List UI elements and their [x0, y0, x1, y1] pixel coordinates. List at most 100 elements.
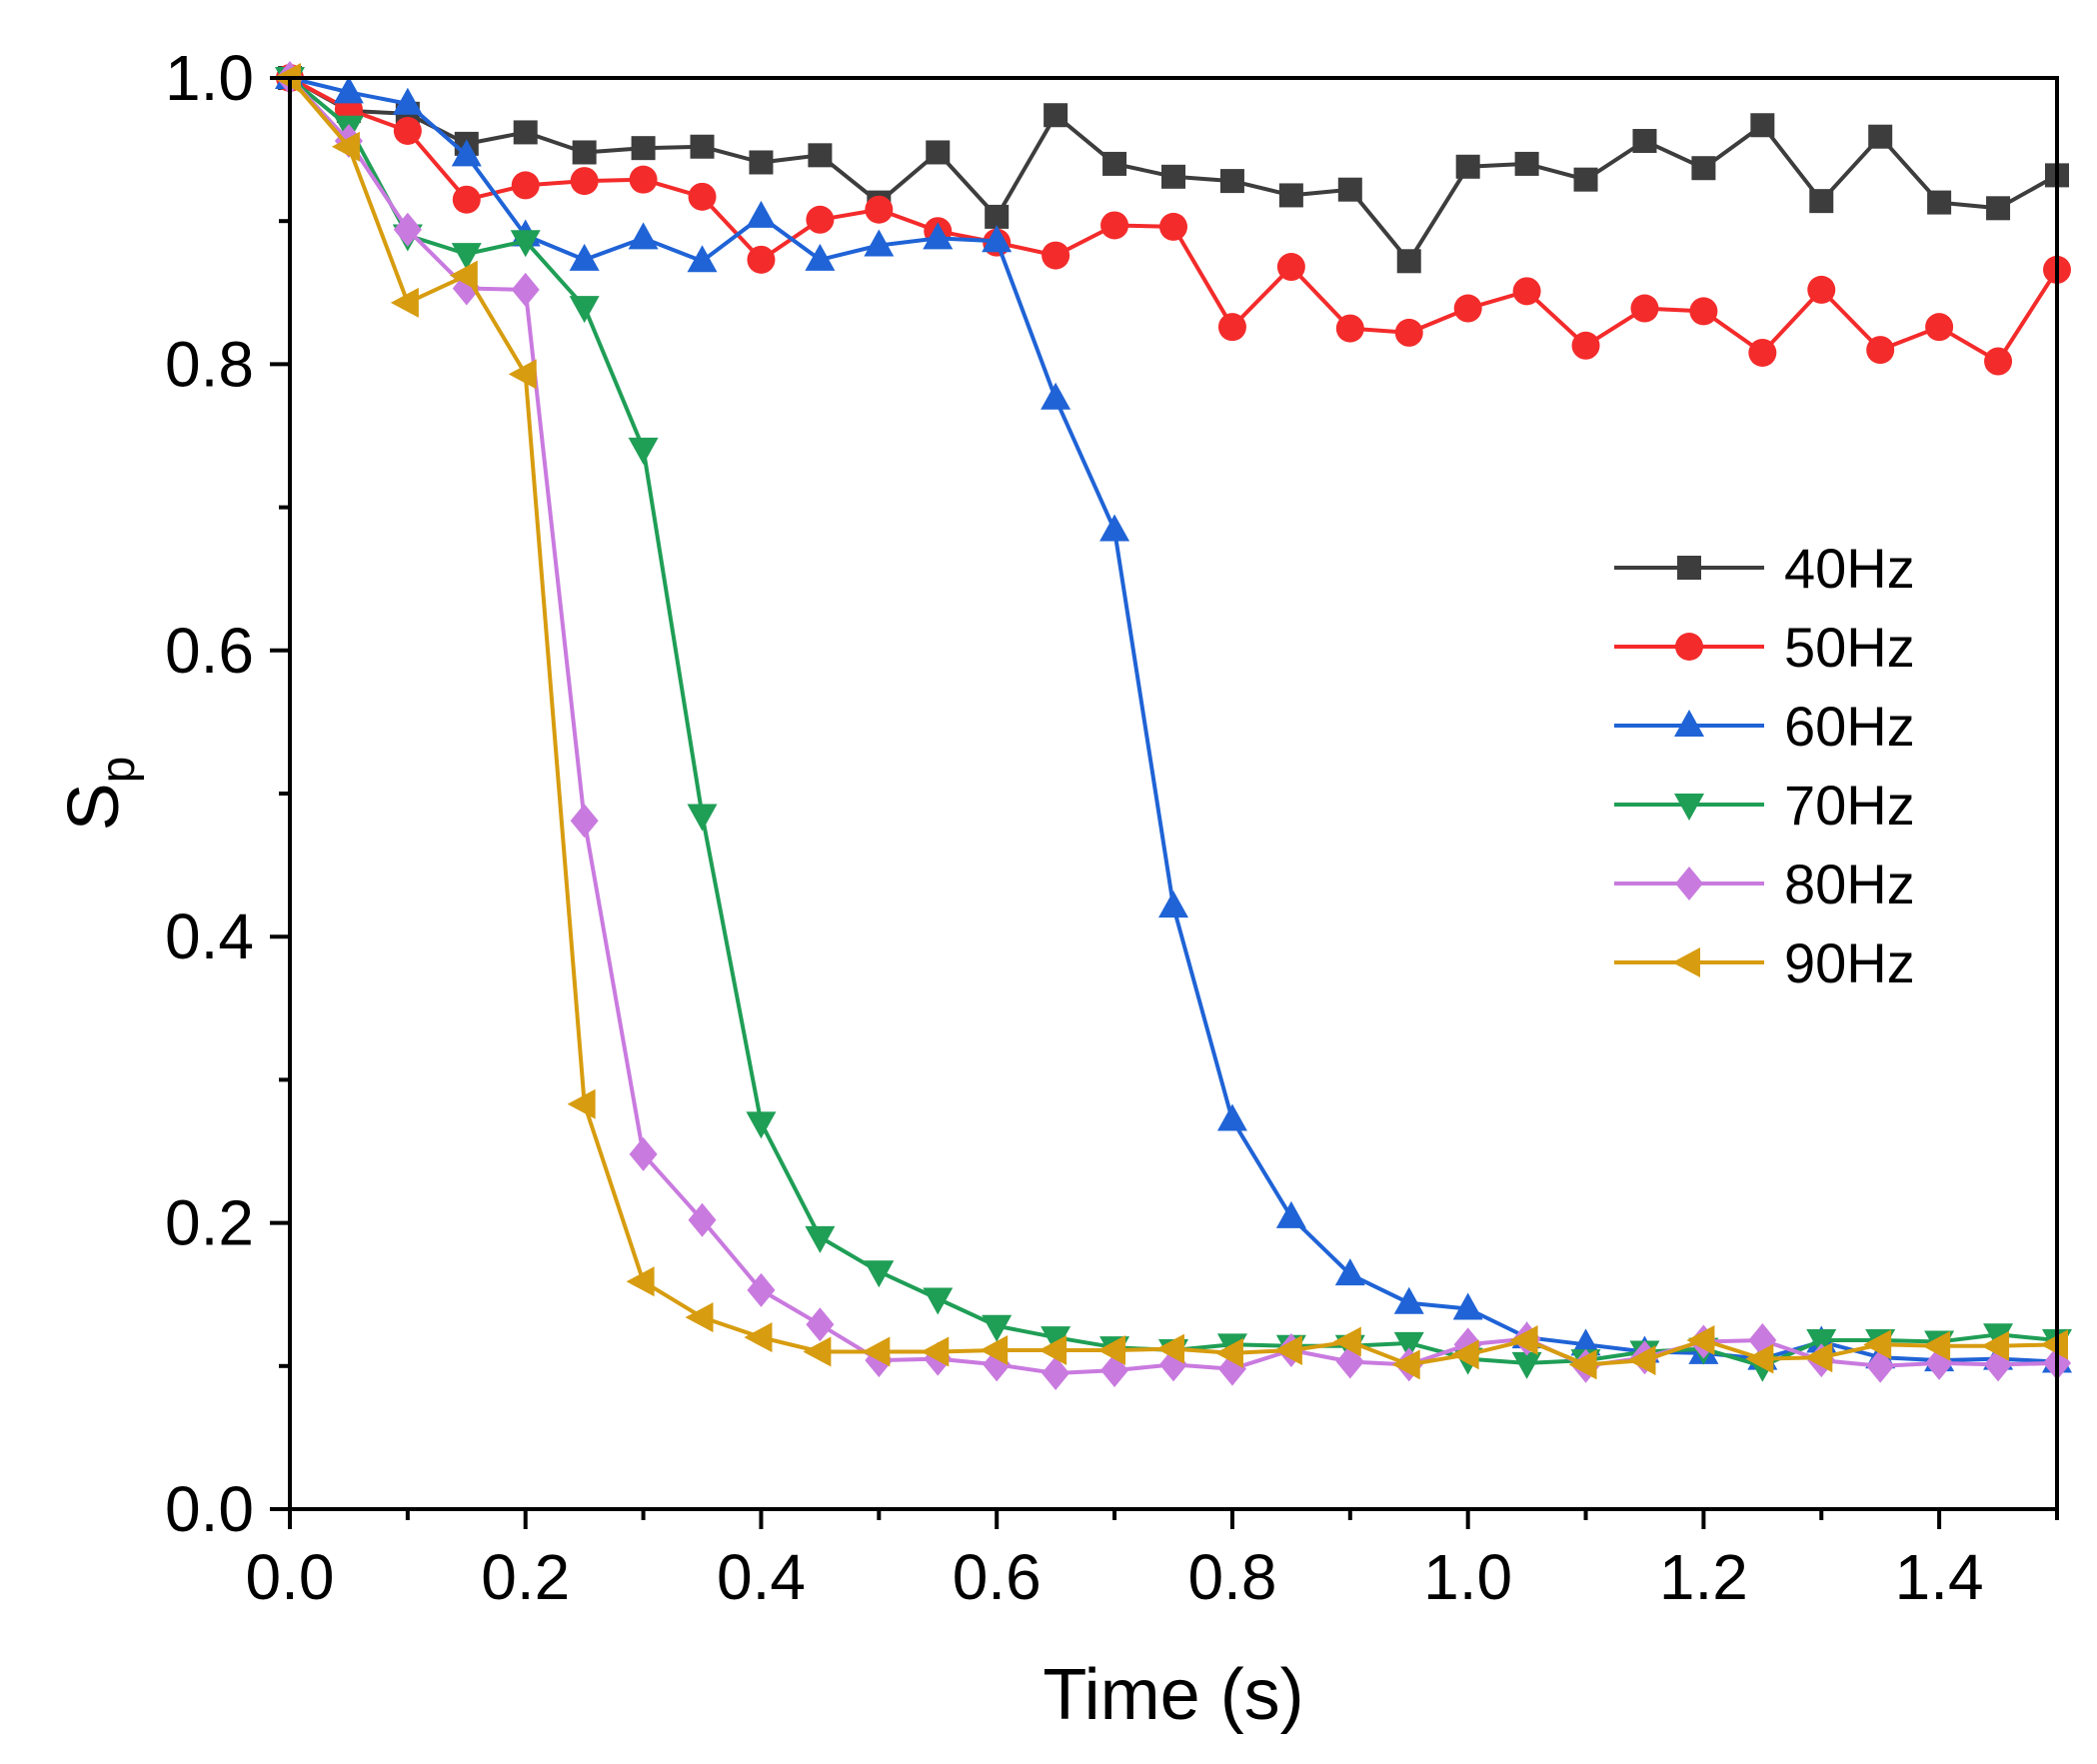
data-point-50Hz-16 [1217, 313, 1246, 342]
y-tick-label: 0.8 [165, 328, 254, 400]
data-point-50Hz-3 [452, 185, 481, 214]
data-point-80Hz-7 [688, 1202, 717, 1237]
data-point-70Hz-6 [628, 437, 659, 465]
data-point-70Hz-3 [451, 243, 482, 271]
data-point-40Hz-20 [1455, 154, 1480, 179]
series-50Hz [276, 64, 2071, 376]
legend-label: 80Hz [1784, 853, 1915, 915]
data-point-80Hz-9 [806, 1307, 835, 1342]
legend-swatch-marker [1675, 633, 1703, 661]
data-point-40Hz-22 [1573, 167, 1598, 192]
legend-item-40Hz: 40Hz [1614, 537, 1915, 600]
data-point-60Hz-7 [687, 245, 718, 273]
data-point-90Hz-13 [1039, 1335, 1067, 1366]
data-point-60Hz-16 [1216, 1103, 1247, 1131]
data-point-50Hz-10 [865, 195, 894, 224]
data-point-90Hz-21 [1509, 1325, 1538, 1356]
legend: 40Hz 50Hz 60Hz 70Hz 80Hz 90Hz [1614, 537, 1915, 994]
data-point-90Hz-22 [1568, 1349, 1597, 1380]
data-point-70Hz-12 [982, 1314, 1013, 1342]
data-point-70Hz-7 [687, 804, 718, 832]
data-point-60Hz-9 [805, 243, 836, 271]
data-point-80Hz-6 [629, 1136, 658, 1171]
data-point-90Hz-27 [1863, 1329, 1892, 1360]
data-point-40Hz-5 [572, 140, 597, 165]
data-point-90Hz-16 [1214, 1337, 1243, 1368]
data-point-90Hz-18 [1332, 1326, 1361, 1357]
data-point-40Hz-28 [1927, 190, 1952, 215]
data-point-60Hz-10 [864, 229, 895, 257]
legend-item-50Hz: 50Hz [1614, 616, 1915, 679]
data-point-40Hz-8 [749, 150, 774, 175]
x-tick-label: 1.2 [1659, 1541, 1748, 1613]
x-axis-title: Time (s) [1043, 1655, 1303, 1735]
data-point-90Hz-5 [567, 1088, 596, 1119]
legend-item-80Hz: 80Hz [1614, 853, 1915, 915]
data-point-40Hz-15 [1161, 164, 1185, 189]
data-point-40Hz-12 [985, 204, 1010, 229]
data-point-70Hz-21 [1511, 1351, 1542, 1379]
data-point-40Hz-4 [513, 120, 538, 145]
data-point-60Hz-6 [628, 222, 659, 250]
data-point-70Hz-26 [1806, 1329, 1837, 1357]
data-point-90Hz-26 [1804, 1342, 1833, 1373]
data-point-60Hz-12 [982, 225, 1013, 253]
y-axis-title-main: S [54, 783, 134, 831]
data-point-60Hz-11 [923, 222, 954, 250]
data-point-50Hz-17 [1276, 253, 1305, 282]
data-point-40Hz-19 [1396, 249, 1421, 274]
x-tick-label: 0.2 [481, 1541, 570, 1613]
legend-swatch-marker [1674, 710, 1704, 737]
data-point-40Hz-24 [1691, 156, 1716, 181]
data-point-90Hz-6 [626, 1266, 655, 1297]
data-point-50Hz-23 [1630, 294, 1659, 323]
data-point-40Hz-9 [808, 143, 833, 168]
data-point-50Hz-28 [1925, 313, 1954, 342]
data-point-90Hz-11 [921, 1336, 950, 1367]
data-point-40Hz-17 [1278, 183, 1303, 208]
data-point-60Hz-22 [1570, 1328, 1601, 1356]
data-point-50Hz-19 [1394, 318, 1423, 347]
data-point-60Hz-15 [1158, 890, 1188, 918]
data-point-40Hz-14 [1102, 151, 1127, 176]
data-point-90Hz-4 [508, 359, 537, 390]
data-point-90Hz-29 [1981, 1330, 2010, 1361]
data-point-50Hz-4 [511, 171, 540, 200]
x-tick-label: 0.6 [953, 1541, 1042, 1613]
data-point-70Hz-10 [864, 1260, 895, 1288]
data-point-90Hz-23 [1627, 1345, 1656, 1376]
y-axis-title: Sp [54, 757, 145, 832]
data-point-90Hz-9 [803, 1336, 832, 1367]
data-point-90Hz-30 [2040, 1329, 2068, 1360]
legend-item-60Hz: 60Hz [1614, 695, 1915, 758]
data-point-50Hz-27 [1866, 336, 1895, 365]
data-point-80Hz-5 [570, 804, 599, 839]
data-point-40Hz-27 [1868, 124, 1893, 149]
x-tick-label: 0.4 [717, 1541, 806, 1613]
data-point-60Hz-19 [1393, 1286, 1424, 1314]
data-point-90Hz-28 [1922, 1330, 1951, 1361]
data-point-50Hz-2 [393, 116, 422, 145]
data-point-80Hz-2 [393, 212, 422, 247]
data-point-60Hz-8 [746, 200, 777, 228]
data-point-50Hz-7 [688, 182, 717, 211]
data-point-60Hz-1 [333, 76, 364, 104]
data-point-90Hz-7 [685, 1302, 714, 1333]
y-axis-title-subscript: p [92, 757, 145, 784]
data-point-50Hz-5 [570, 167, 599, 196]
legend-item-90Hz: 90Hz [1614, 931, 1915, 994]
data-point-40Hz-11 [926, 140, 951, 165]
data-point-40Hz-16 [1219, 169, 1244, 194]
data-point-60Hz-20 [1452, 1292, 1483, 1320]
data-point-90Hz-25 [1745, 1343, 1774, 1374]
data-point-90Hz-3 [449, 260, 478, 291]
data-point-90Hz-12 [980, 1335, 1009, 1366]
data-point-40Hz-21 [1514, 151, 1539, 176]
data-point-70Hz-11 [923, 1287, 954, 1315]
data-point-60Hz-13 [1041, 382, 1071, 410]
data-point-50Hz-15 [1159, 212, 1187, 241]
axis-layer: 0.0 0.2 0.4 0.6 0.8 1.0 1.2 1.4 0.0 0.2 0.4 0.6 0.8 1… [54, 42, 2059, 1735]
data-point-40Hz-25 [1750, 113, 1775, 138]
data-point-50Hz-13 [1042, 241, 1070, 270]
